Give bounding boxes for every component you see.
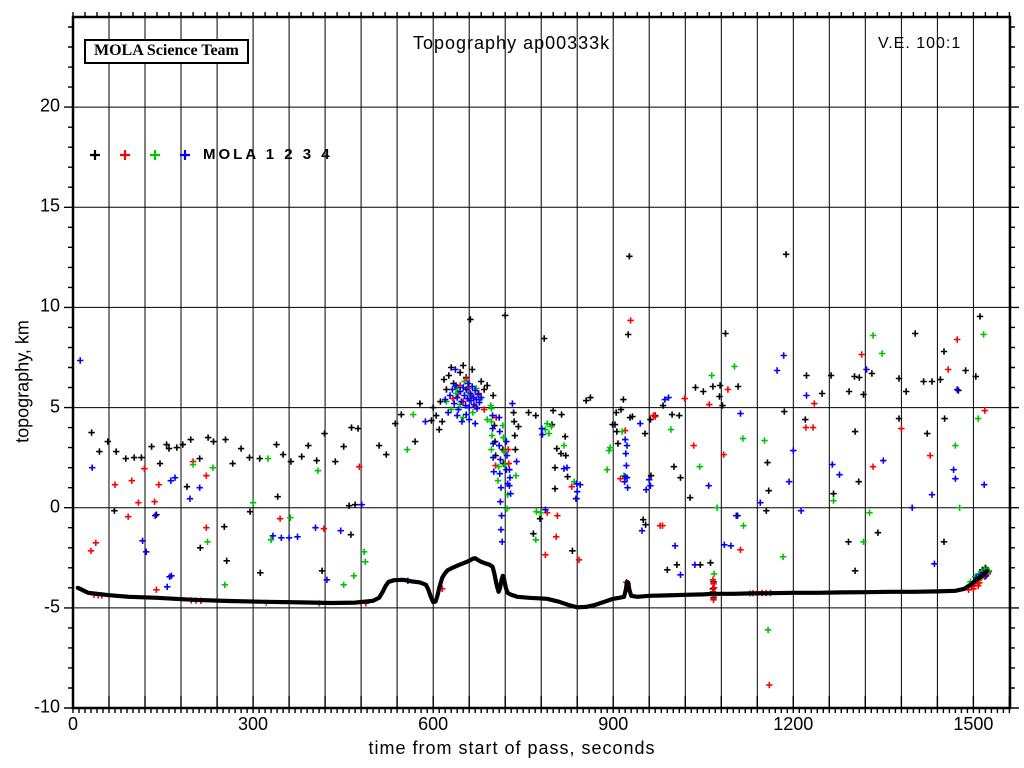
legend-marker-mola-2 bbox=[120, 150, 130, 160]
legend-marker-mola-1 bbox=[90, 150, 100, 160]
x-tick-label: 900 bbox=[598, 714, 629, 734]
vertical-exaggeration-label: V.E. 100:1 bbox=[878, 35, 962, 52]
y-tick-label: 20 bbox=[39, 95, 60, 116]
y-tick-label: -10 bbox=[33, 696, 60, 717]
scatter-mola-2 bbox=[87, 317, 991, 689]
y-tick-label: 15 bbox=[39, 195, 60, 216]
y-tick-label: 0 bbox=[49, 496, 60, 517]
scatter-mola-1 bbox=[88, 251, 992, 601]
x-axis-title: time from start of pass, seconds bbox=[368, 738, 656, 758]
y-axis-title: topography, km bbox=[12, 320, 33, 443]
scatter-mola-4 bbox=[77, 352, 990, 590]
x-tick-label: 600 bbox=[418, 714, 449, 734]
y-tick-label: -5 bbox=[43, 596, 60, 617]
ground-track bbox=[75, 556, 990, 610]
plot-border bbox=[71, 15, 1012, 710]
plot-title: Topography ap00333k bbox=[413, 33, 611, 53]
science-team-label: MOLA Science Team bbox=[94, 42, 239, 59]
x-tick-label: 300 bbox=[238, 714, 269, 734]
y-tick-label: 10 bbox=[39, 295, 60, 316]
legend-marker-mola-3 bbox=[150, 150, 160, 160]
x-tick-label: 1200 bbox=[773, 714, 814, 734]
x-tick-label: 1500 bbox=[953, 714, 994, 734]
x-tick-label: 0 bbox=[67, 714, 79, 734]
grid-lines bbox=[73, 17, 1010, 709]
legend-marker-mola-4 bbox=[180, 150, 190, 160]
legend-label: MOLA 1 2 3 4 bbox=[203, 146, 333, 163]
science-team-box: MOLA Science Team bbox=[84, 39, 249, 64]
axis-ticks bbox=[64, 12, 1019, 713]
y-tick-label: 5 bbox=[49, 396, 60, 417]
